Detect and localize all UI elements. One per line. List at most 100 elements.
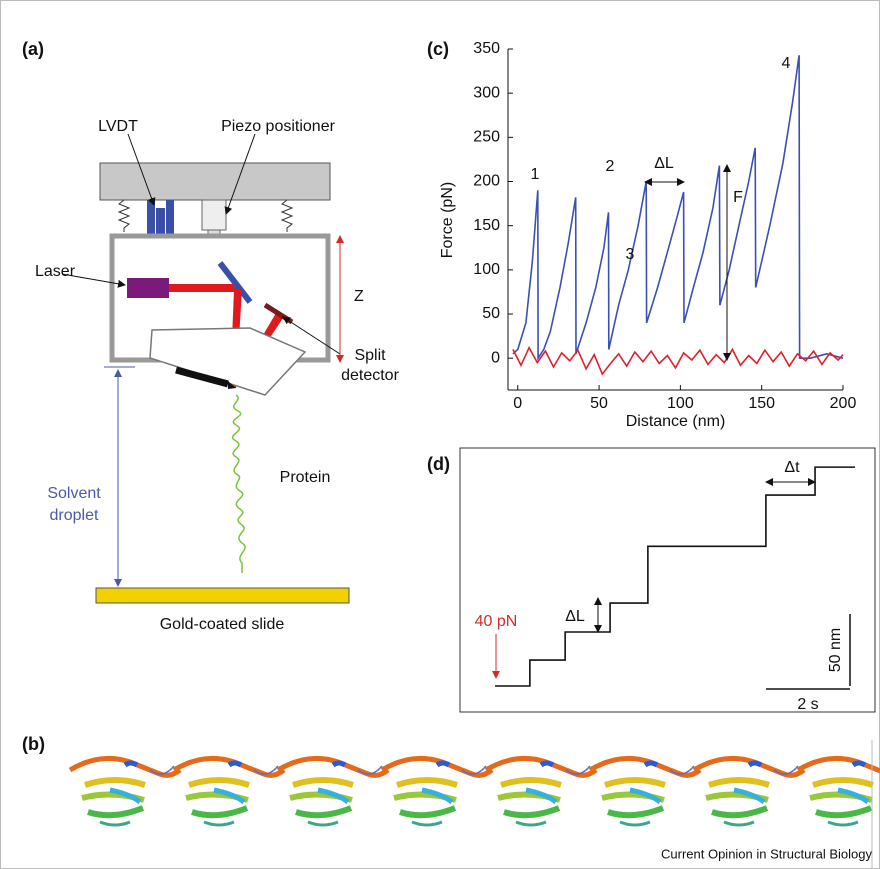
linker [149, 765, 175, 775]
ribbon [295, 805, 353, 819]
x-tick-label: 50 [590, 395, 608, 412]
annotation: 3 [626, 246, 635, 263]
ribbon [503, 805, 561, 819]
ribbon [227, 760, 243, 768]
ribbon [484, 755, 598, 778]
ribbon [815, 805, 873, 819]
y-axis-title: Force (pN) [439, 182, 456, 258]
annotation: ΔL [654, 155, 674, 172]
label: droplet [50, 507, 99, 524]
label: Solvent [47, 485, 101, 502]
y-tick-label: 300 [473, 84, 500, 101]
label: Protein [280, 469, 331, 486]
linker [773, 765, 799, 775]
ribbon [539, 760, 555, 768]
ribbon [191, 805, 249, 819]
annotation: 40 pN [475, 613, 518, 630]
ribbon [396, 777, 458, 788]
label: Gold-coated slide [160, 616, 285, 633]
x-tick-label: 100 [667, 395, 694, 412]
ribbon [109, 787, 142, 805]
x-tick-label: 150 [748, 395, 775, 412]
annotation: ΔL [565, 608, 585, 625]
ribbon [588, 755, 702, 778]
label: Z [354, 288, 364, 305]
ribbon [84, 777, 146, 788]
ribbon [307, 820, 339, 827]
ribbon [172, 755, 286, 778]
instrument-diagram [61, 133, 350, 604]
protein-ribbons [68, 755, 880, 827]
x-axis-title: Distance (nm) [626, 413, 726, 430]
ribbon [188, 777, 250, 788]
ribbon [525, 787, 558, 805]
ribbon [292, 777, 354, 788]
ribbon [711, 805, 769, 819]
y-tick-label: 150 [473, 217, 500, 234]
y-tick-label: 250 [473, 129, 500, 146]
x-tick-label: 200 [830, 395, 857, 412]
annotation: 2 [606, 158, 615, 175]
credit: Current Opinion in Structural Biology [661, 846, 872, 861]
scale-label: 2 s [797, 696, 818, 713]
panel-label: (b) [22, 734, 45, 754]
y-tick-label: 0 [491, 349, 500, 366]
y-tick-label: 50 [482, 305, 500, 322]
label: detector [341, 367, 399, 384]
y-tick-label: 200 [473, 173, 500, 190]
panel-label: (d) [427, 454, 450, 474]
label: Laser [35, 263, 76, 280]
data-line [495, 466, 855, 687]
ribbon [276, 755, 390, 778]
ribbon [123, 760, 139, 768]
linker [357, 765, 383, 775]
annotation: 4 [782, 55, 791, 72]
ribbon [851, 760, 867, 768]
ribbon [421, 787, 454, 805]
data-line [512, 345, 844, 376]
ribbon [812, 777, 874, 788]
ribbon [500, 777, 562, 788]
ribbon [435, 760, 451, 768]
ribbon [380, 755, 494, 778]
y-tick-label: 350 [473, 40, 500, 57]
ribbon [796, 755, 880, 774]
annotation: 1 [531, 166, 540, 183]
panel-frame [459, 447, 876, 713]
ribbon [827, 820, 859, 827]
ribbon [708, 777, 770, 788]
ribbon [643, 760, 659, 768]
ribbon [317, 787, 350, 805]
ribbon [411, 820, 443, 827]
force-chart: 0 50 100 150 200 250 300 350 0 50 100 150 200 Distanc… [439, 40, 856, 430]
panel-label: (a) [22, 39, 44, 59]
label: LVDT [98, 118, 138, 135]
label: Split [354, 347, 386, 364]
linker [669, 765, 695, 775]
annotation: F [733, 189, 743, 206]
ribbon [203, 820, 235, 827]
ribbon [733, 787, 766, 805]
data-line [512, 55, 844, 361]
linker [253, 765, 279, 775]
panel-label: (c) [427, 39, 449, 59]
ribbon [68, 755, 182, 778]
scale-label: 50 nm [827, 628, 844, 672]
label: Piezo positioner [221, 118, 336, 135]
annotation: Δt [784, 459, 800, 476]
ribbon [747, 760, 763, 768]
ribbon [99, 820, 131, 827]
ribbon [837, 787, 870, 805]
ribbon [692, 755, 806, 778]
ribbon [607, 805, 665, 819]
ribbon [629, 787, 662, 805]
step-chart: 50 nm 2 s 40 pN ΔL Δt [475, 459, 855, 713]
ribbon [213, 787, 246, 805]
ribbon [399, 805, 457, 819]
y-tick-label: 100 [473, 261, 500, 278]
ribbon [619, 820, 651, 827]
ribbon [515, 820, 547, 827]
x-tick-label: 0 [513, 395, 522, 412]
linker [565, 765, 591, 775]
